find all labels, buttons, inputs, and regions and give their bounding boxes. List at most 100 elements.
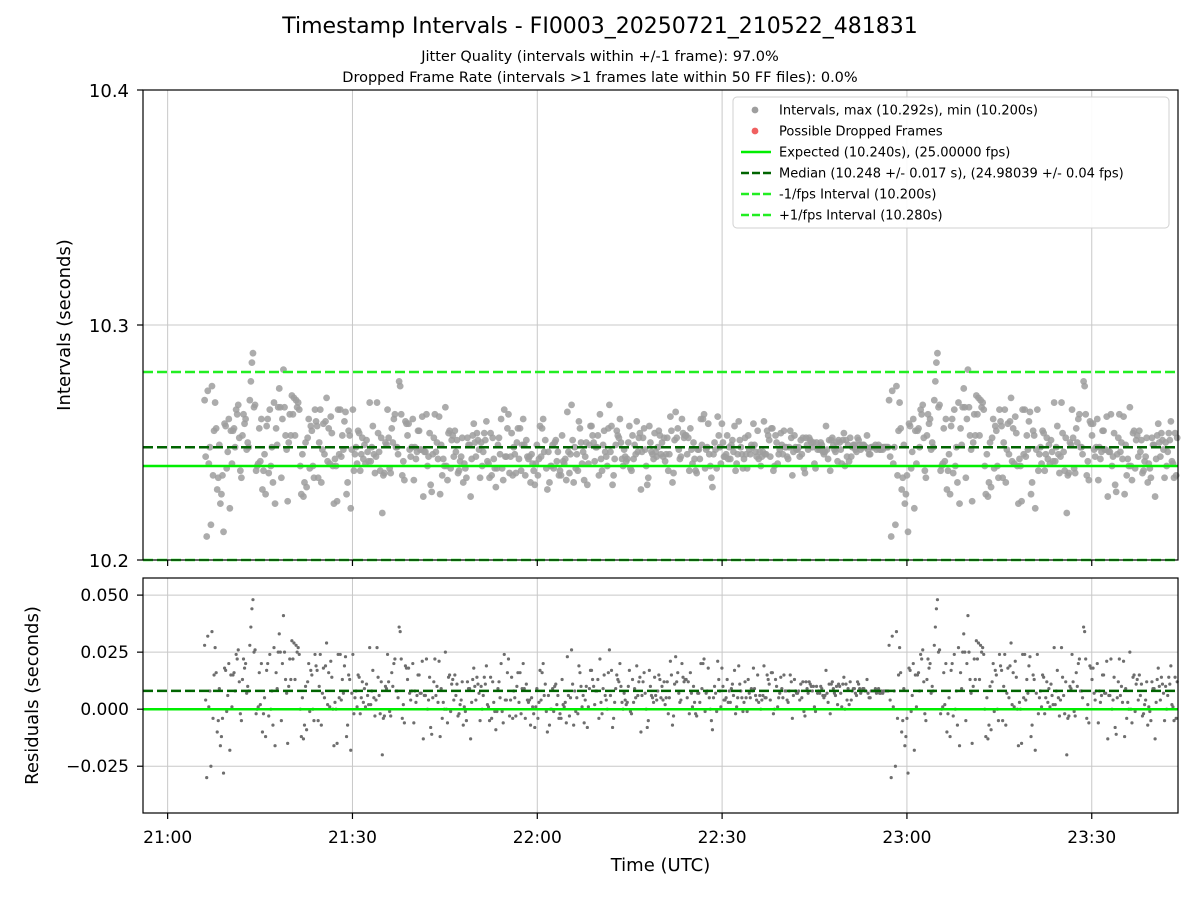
residual-point [999,668,1004,673]
residual-point [746,677,750,682]
interval-point [347,504,355,512]
interval-point [1031,504,1039,512]
residual-point [700,687,704,691]
residual-point [1058,698,1063,702]
residual-point [412,721,416,725]
interval-point [397,410,405,418]
residual-point [433,657,437,661]
residual-point [1063,712,1067,716]
residual-point [868,696,872,700]
residual-point [1035,652,1039,657]
interval-point [457,453,465,460]
interval-point [495,434,503,442]
residual-point [1120,700,1125,704]
residual-point [941,705,945,709]
interval-point [234,401,242,409]
residual-point [472,666,476,670]
interval-point [709,483,716,491]
residual-point [600,712,604,716]
interval-point [300,493,307,500]
residual-point [921,648,925,652]
interval-point [1062,434,1070,442]
residual-point [637,680,641,684]
interval-point [1107,410,1115,418]
residual-point [622,691,626,695]
residual-point [452,698,456,702]
residual-point [1071,680,1075,684]
interval-point [1154,420,1162,428]
x-tick-label: 23:30 [1067,828,1116,848]
residual-point [497,680,501,684]
residual-point [969,691,973,695]
interval-point [1135,427,1143,435]
interval-point [363,436,370,444]
residual-point [1160,682,1165,686]
interval-point [521,472,529,479]
residual-point [249,625,253,629]
interval-point [577,439,585,446]
interval-point [629,432,636,439]
residual-point [757,700,761,704]
residual-point [285,691,289,695]
interval-point [980,406,988,413]
interval-point [476,474,484,482]
residual-point [767,682,771,686]
residual-point [927,666,931,670]
residual-point [791,693,796,698]
residual-point [891,705,895,709]
residual-point [455,682,459,686]
residual-point [465,680,470,684]
interval-point [568,401,575,409]
interval-point [246,396,254,404]
residual-point [607,648,612,652]
interval-point [992,427,1000,435]
interval-point [378,509,386,517]
residual-point [625,700,629,704]
interval-point [1000,439,1008,446]
residual-point [244,661,248,666]
residual-point [483,682,487,686]
residual-point [373,714,377,718]
residual-point [725,677,729,682]
residual-point [389,714,393,718]
interval-point [570,479,578,486]
interval-point [1165,429,1173,437]
interval-point [519,415,527,423]
residual-point [347,673,351,677]
residual-point [491,680,495,684]
interval-point [482,417,490,425]
residual-point [687,712,691,716]
residuals-plot: −0.025 0.000 0.025 0.050 21:00 21:30 22:00 22:3… [22,577,1179,876]
residual-point [1172,719,1176,723]
interval-point [531,481,539,489]
residual-point [1056,696,1060,700]
residual-point [1132,673,1136,677]
legend-box [732,96,1170,229]
interval-point [432,448,440,456]
interval-point [488,472,496,479]
residual-point [994,673,998,677]
residual-point [1006,666,1010,670]
residual-point [490,716,494,720]
interval-point [384,406,391,413]
residual-point [212,673,216,677]
residual-point [216,719,220,723]
residual-point [901,719,905,723]
interval-point [349,406,357,413]
residual-point [440,716,444,720]
residual-point [430,732,434,736]
residual-point [578,671,582,675]
interval-point [1104,493,1112,500]
residual-point [659,696,663,700]
residual-point [215,730,219,734]
interval-point [407,453,415,460]
residual-point [296,645,300,650]
residual-point [1029,734,1033,739]
residual-point [677,691,681,695]
residual-point [581,693,585,698]
interval-point [263,422,271,430]
residual-point [502,652,506,657]
interval-point [930,396,938,404]
residual-point [486,705,491,709]
residual-point [834,684,839,688]
